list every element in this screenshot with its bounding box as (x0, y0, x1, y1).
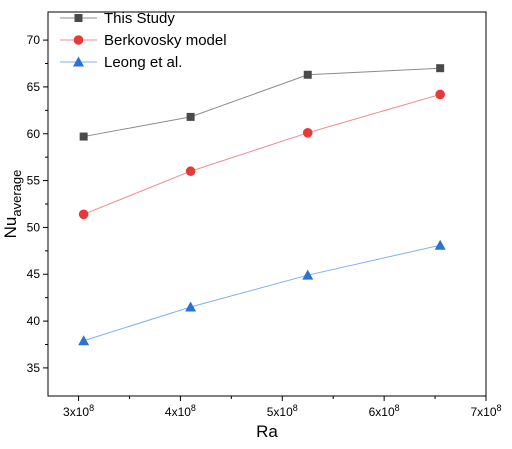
legend: This Study Berkovosky model Leong et al. (60, 10, 227, 71)
legend-label: Berkovosky model (104, 32, 227, 49)
data-point (185, 166, 196, 177)
data-point (78, 209, 89, 220)
data-point (79, 132, 88, 141)
x-tick-label: 5x108 (267, 403, 298, 419)
series-line (83, 244, 441, 342)
x-axis-label: Ra (256, 422, 278, 441)
legend-marker (73, 35, 84, 45)
legend-marker (74, 14, 83, 22)
data-point (303, 70, 312, 79)
y-tick-label: 45 (27, 267, 41, 281)
legend-label: Leong et al. (104, 54, 182, 71)
data-point (302, 128, 313, 138)
data-point (435, 89, 445, 100)
series (78, 89, 445, 220)
x-tick-label: 7x108 (470, 403, 501, 419)
x-tick-label: 3x108 (63, 403, 94, 419)
y-tick-label: 35 (27, 361, 41, 375)
data-point (186, 112, 195, 121)
legend-item: Berkovosky model (60, 32, 227, 49)
legend-label: This Study (104, 10, 175, 27)
data-point (78, 335, 90, 346)
series (79, 64, 445, 141)
y-tick-label: 40 (27, 314, 41, 328)
legend-item: This Study (60, 10, 175, 27)
x-tick-label: 6x108 (369, 403, 400, 419)
data-point (185, 301, 197, 312)
y-tick-label: 50 (27, 220, 41, 234)
y-tick-label: 55 (27, 174, 41, 188)
y-tick-label: 65 (27, 80, 41, 94)
y-tick-label: 60 (27, 127, 41, 141)
series-layer (78, 64, 446, 346)
data-point (302, 269, 314, 280)
y-tick-label: 70 (27, 33, 41, 47)
data-point (434, 239, 446, 250)
y-axis-label: Nuaverage (1, 170, 24, 239)
legend-marker (73, 56, 84, 67)
data-point (436, 64, 445, 73)
series (78, 239, 446, 346)
series-line (83, 93, 441, 215)
series-line (83, 67, 441, 138)
legend-item: Leong et al. (60, 54, 182, 71)
x-tick-label: 4x108 (165, 403, 196, 419)
axes: 3x108 4x108 5x108 6x108 7x108 35 40 45 50 55 60 65 7… (27, 11, 502, 419)
